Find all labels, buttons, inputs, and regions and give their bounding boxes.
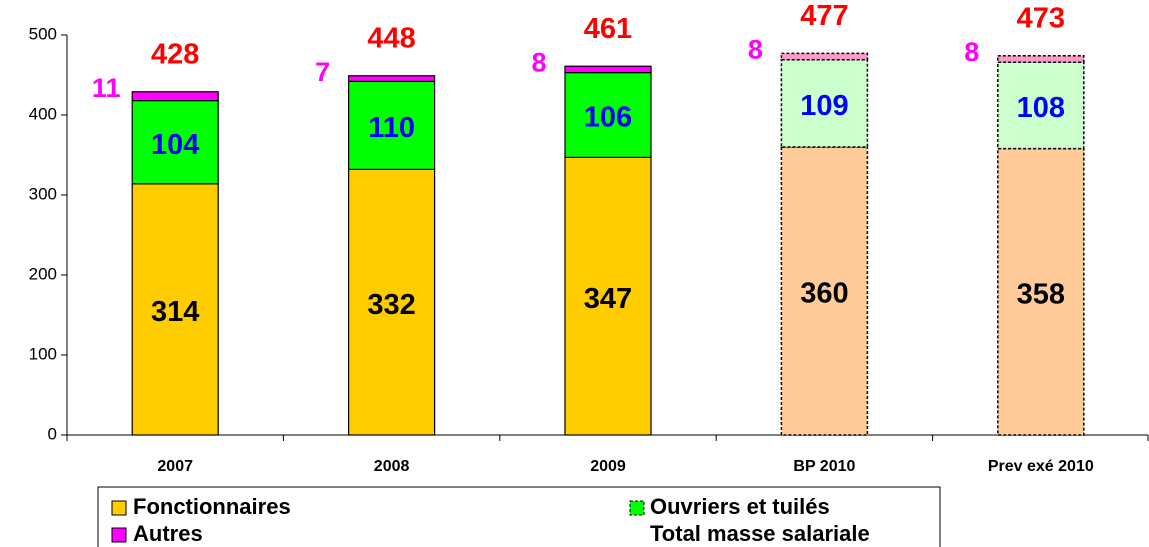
total-label: 428 [151,38,199,70]
x-tick-label: 2009 [590,458,626,475]
legend-label: Fonctionnaires [133,494,291,519]
bar-segment [780,52,869,61]
value-label: 109 [800,90,848,122]
y-tick-label: 500 [29,24,57,43]
legend-label: Total masse salariale [650,521,870,546]
bar-segment [564,71,652,159]
legend-marker [111,527,127,543]
value-label: 332 [367,289,415,321]
bar-segment [131,91,219,102]
value-label: 358 [1017,278,1065,310]
bar-segment [997,55,1085,63]
value-label: 8 [748,35,763,65]
value-label: 110 [368,112,415,144]
bar-segment [348,80,436,171]
total-label: 477 [800,0,848,32]
legend-marker [111,500,127,516]
bar-segment [564,156,652,436]
total-label: 473 [1017,2,1065,34]
x-tick-label: Prev exé 2010 [988,458,1094,475]
total-label: 461 [584,13,632,45]
bar-segment [997,147,1085,436]
y-tick-label: 100 [29,344,57,363]
legend-box [97,486,941,547]
bar-segment [348,75,436,83]
y-tick-label: 300 [29,184,57,203]
legend-marker [629,500,645,516]
total-label: 448 [367,22,415,54]
bar-segment [780,59,869,148]
bar-segment [564,65,652,74]
x-tick-label: BP 2010 [793,458,855,475]
x-tick-label: 2008 [374,458,410,475]
legend-label: Autres [133,521,203,546]
legend-label: Ouvriers et tuilés [650,494,830,519]
value-label: 347 [584,283,632,315]
value-label: 8 [964,37,979,67]
value-label: 8 [531,47,546,77]
x-tick-label: 2007 [157,458,193,475]
y-tick-label: 0 [48,424,57,443]
value-label: 108 [1017,92,1065,124]
value-label: 7 [315,57,330,87]
value-label: 11 [92,73,121,103]
bar-segment [997,61,1085,150]
value-label: 360 [800,278,848,310]
y-tick-label: 400 [29,104,57,123]
value-label: 106 [584,102,632,134]
value-label: 314 [151,296,199,328]
y-tick-label: 200 [29,264,57,283]
value-label: 104 [151,129,199,161]
